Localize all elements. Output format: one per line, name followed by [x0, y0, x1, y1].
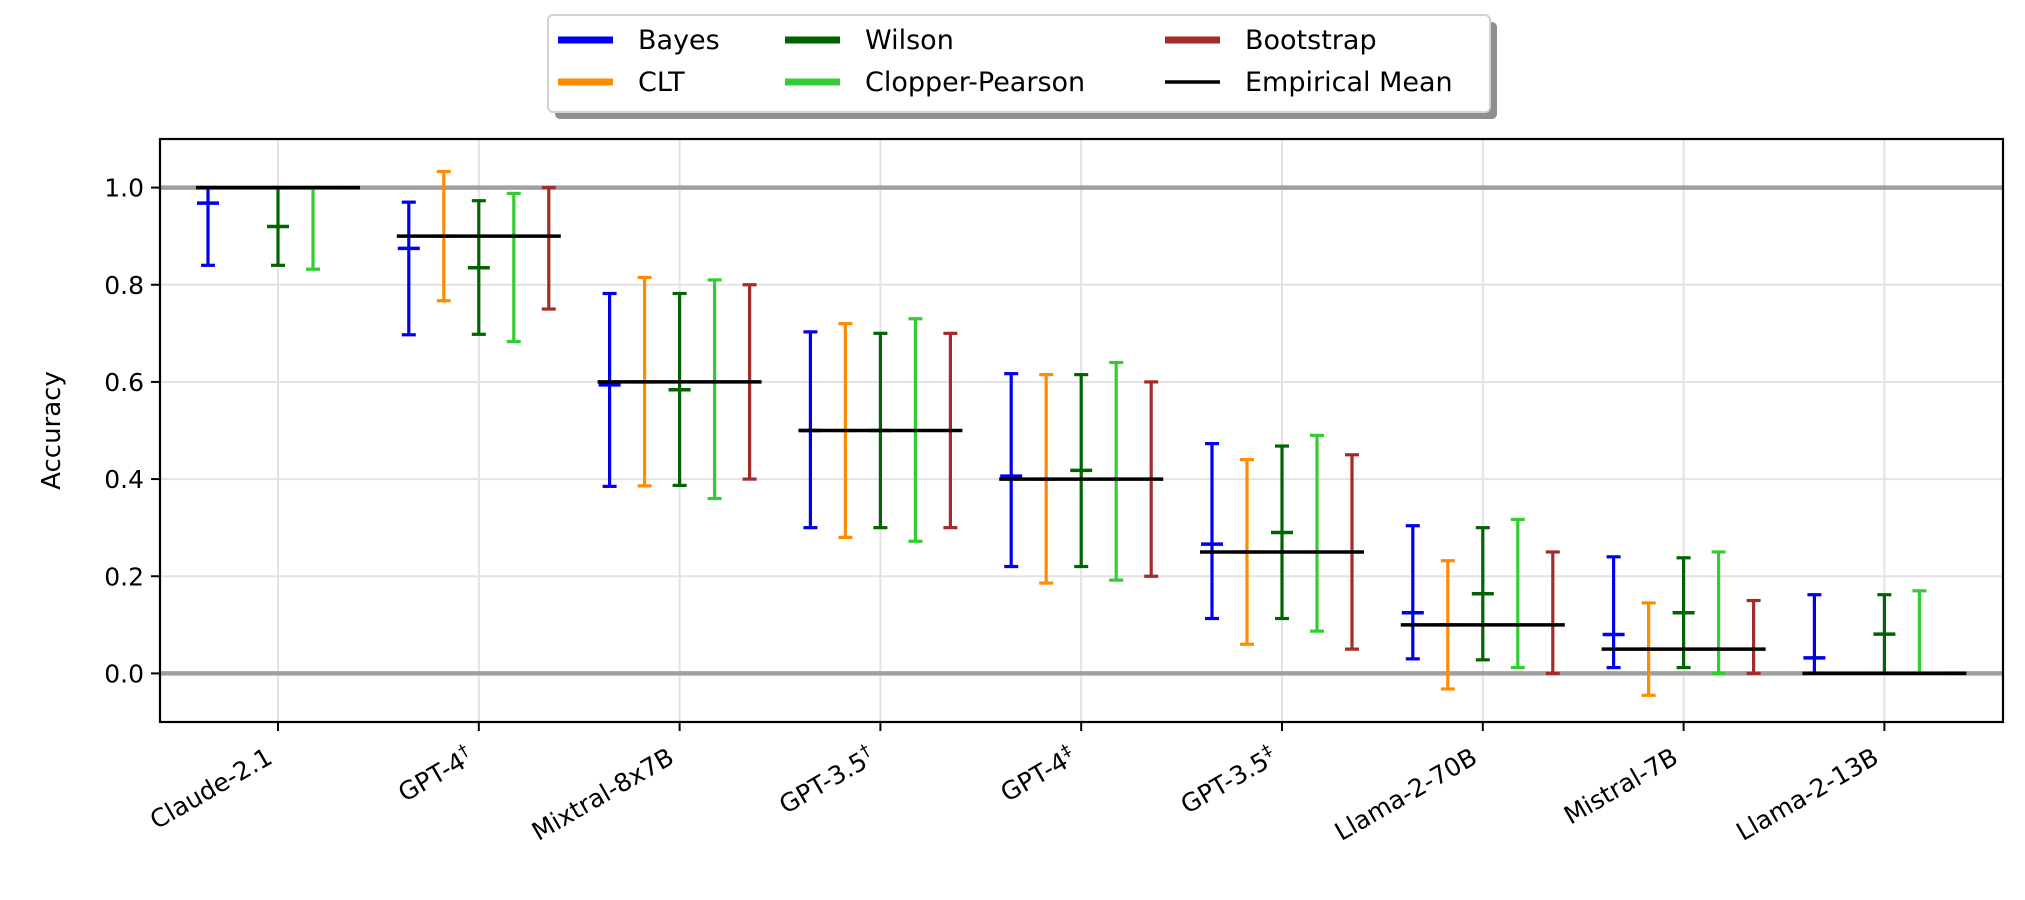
series-clopper-pearson — [306, 185, 1927, 676]
errorbar-2-1 — [467, 199, 490, 336]
errorbar-4-7 — [1746, 598, 1761, 676]
errorbar-3-4 — [1109, 360, 1124, 582]
errorbar-4-6 — [1545, 550, 1560, 676]
y-tick-label-3: 0.6 — [104, 368, 144, 397]
legend-box — [547, 14, 1491, 113]
errorbar-3-6 — [1510, 517, 1525, 670]
errorbar-2-2 — [668, 291, 691, 487]
series-wilson — [267, 185, 1896, 676]
legend-label-wilson: Wilson — [865, 25, 954, 56]
errorbar-4-1 — [541, 185, 556, 311]
legend-label-clt: CLT — [638, 67, 685, 98]
y-tick-label-0: 0.0 — [104, 659, 144, 688]
errorbar-3-5 — [1310, 433, 1324, 633]
errorbar-2-5 — [1271, 444, 1293, 621]
errorbar-0-1 — [397, 200, 420, 337]
legend-label-bayes: Bayes — [638, 25, 720, 56]
y-tick-label-5: 1.0 — [104, 174, 144, 203]
empirical-means — [196, 185, 1967, 676]
errorbar-3-1 — [506, 191, 521, 344]
errorbar-3-7 — [1711, 550, 1726, 676]
y-tick-label-1: 0.2 — [104, 562, 144, 591]
y-tick-label-4: 0.8 — [104, 271, 144, 300]
legend-label-empirical-mean: Empirical Mean — [1245, 67, 1453, 98]
y-axis-label: Accuracy — [37, 371, 67, 490]
errorbar-3-2 — [707, 278, 722, 501]
errorbar-2-6 — [1471, 526, 1494, 662]
reference-lines — [160, 185, 2003, 676]
legend-label-clopper-pearson: Clopper-Pearson — [865, 67, 1085, 98]
legend: Bayes CLT Wilson Clopper-Pearson Bootstrap Em… — [547, 14, 1497, 119]
errorbar-2-4 — [1070, 373, 1093, 569]
errorbar-0-4 — [1000, 372, 1023, 569]
y-axis: 0.0 0.2 0.4 0.6 0.8 1.0 — [104, 174, 160, 688]
legend-label-bootstrap: Bootstrap — [1245, 25, 1377, 56]
errorbar-0-2 — [598, 291, 621, 488]
errorbar-0-6 — [1401, 524, 1424, 661]
y-tick-label-2: 0.4 — [104, 465, 144, 494]
errorbar-0-5 — [1201, 442, 1223, 621]
